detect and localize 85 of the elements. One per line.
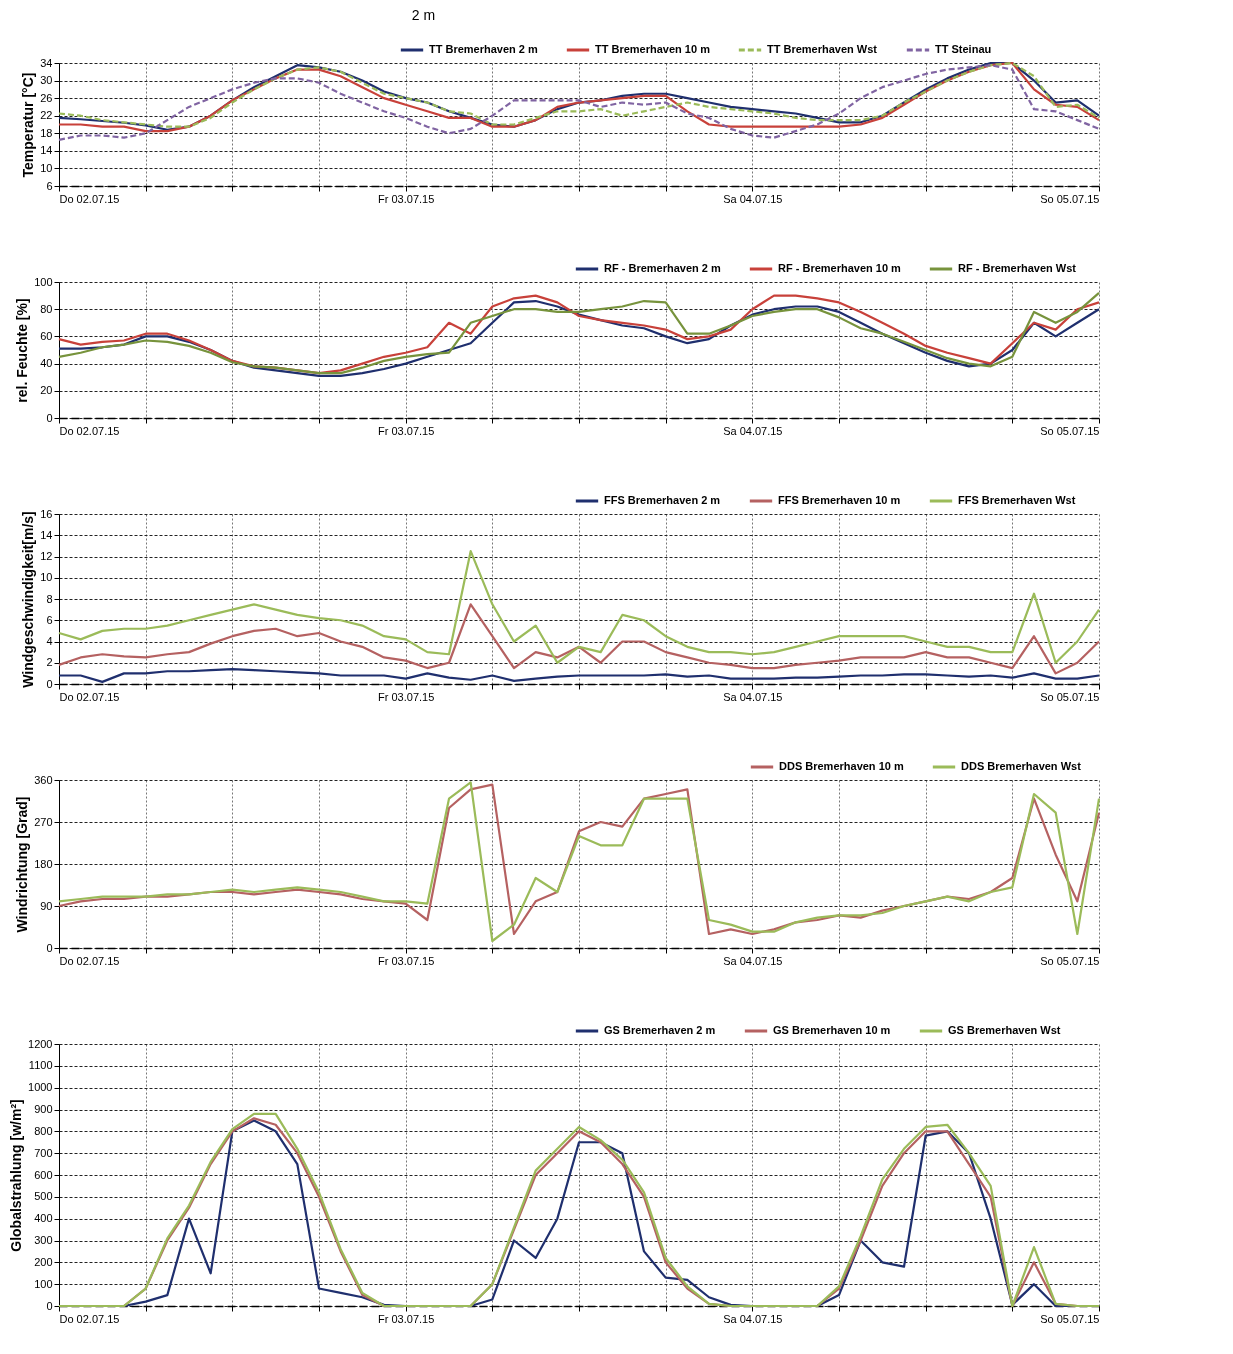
- y-tick-label: 90: [40, 899, 53, 912]
- legend-label: FFS Bremerhaven 10 m: [778, 494, 901, 506]
- x-tick-label: Do 02.07.15: [59, 424, 120, 437]
- x-tick-label: Do 02.07.15: [59, 1312, 120, 1325]
- y-tick-label: 2: [46, 656, 53, 669]
- x-tick-label: So 05.07.15: [1040, 954, 1100, 967]
- x-tick-label: Sa 04.07.15: [723, 954, 783, 967]
- y-tick-label: 200: [34, 1255, 53, 1268]
- y-tick-label: 18: [40, 126, 53, 139]
- y-tick-label: 800: [34, 1124, 53, 1137]
- legend-label: GS Bremerhaven 10 m: [773, 1024, 891, 1036]
- x-tick-label: So 05.07.15: [1040, 424, 1100, 437]
- y-tick-label: 30: [40, 74, 53, 87]
- legend-label: DDS Bremerhaven Wst: [961, 760, 1082, 772]
- y-axis-title: Windgeschwindigkeit[m/s]: [20, 511, 37, 688]
- x-tick-label: Fr 03.07.15: [378, 192, 435, 205]
- legend-label: RF - Bremerhaven Wst: [958, 262, 1077, 274]
- x-tick-label: Sa 04.07.15: [723, 690, 783, 703]
- legend-label: RF - Bremerhaven 2 m: [604, 262, 721, 274]
- x-tick-label: Fr 03.07.15: [378, 424, 435, 437]
- y-tick-label: 180: [34, 857, 53, 870]
- x-tick-label: So 05.07.15: [1040, 192, 1100, 205]
- x-tick-label: Sa 04.07.15: [723, 424, 783, 437]
- y-tick-label: 1200: [28, 1037, 53, 1050]
- y-tick-label: 100: [34, 275, 53, 288]
- line-series: [57, 550, 1101, 664]
- y-tick-label: 12: [40, 550, 53, 562]
- y-tick-label: 700: [34, 1146, 53, 1159]
- y-tick-label: 10: [40, 571, 53, 584]
- y-tick-label: 0: [46, 941, 53, 954]
- y-tick-label: 60: [40, 329, 53, 342]
- x-tick-label: Fr 03.07.15: [378, 954, 435, 967]
- legend-label: TT Bremerhaven 10 m: [595, 43, 711, 55]
- y-tick-label: 10: [40, 161, 53, 174]
- y-tick-label: 14: [40, 528, 53, 541]
- x-tick-label: Sa 04.07.15: [723, 1312, 783, 1325]
- legend-label: TT Steinau: [935, 43, 992, 55]
- y-tick-label: 0: [46, 1299, 53, 1312]
- chart-title: 2 m: [411, 7, 436, 23]
- y-axis-title: Globalstrahlung [w/m²]: [8, 1099, 25, 1252]
- y-tick-label: 8: [46, 592, 53, 605]
- y-tick-label: 20: [40, 384, 53, 397]
- x-tick-label: Do 02.07.15: [59, 954, 120, 967]
- y-tick-label: 6: [46, 613, 53, 626]
- legend-label: TT Bremerhaven Wst: [767, 43, 878, 55]
- legend-label: TT Bremerhaven 2 m: [429, 43, 539, 55]
- y-tick-label: 4: [46, 635, 53, 647]
- legend-label: GS Bremerhaven 2 m: [604, 1024, 716, 1036]
- x-tick-label: Sa 04.07.15: [723, 192, 783, 205]
- legend-label: DDS Bremerhaven 10 m: [779, 760, 904, 772]
- y-tick-label: 1100: [28, 1059, 53, 1072]
- x-tick-label: Fr 03.07.15: [378, 1312, 435, 1325]
- y-tick-label: 22: [40, 109, 53, 122]
- x-tick-label: Do 02.07.15: [59, 192, 120, 205]
- y-tick-label: 6: [46, 179, 53, 192]
- y-tick-label: 0: [46, 411, 53, 424]
- y-tick-label: 500: [34, 1190, 53, 1203]
- legend-label: FFS Bremerhaven Wst: [958, 494, 1076, 506]
- x-tick-label: Fr 03.07.15: [378, 690, 435, 703]
- y-tick-label: 16: [40, 507, 53, 520]
- y-tick-label: 400: [34, 1212, 53, 1225]
- y-tick-label: 40: [40, 357, 53, 370]
- x-tick-label: So 05.07.15: [1040, 690, 1100, 703]
- line-series: [57, 603, 1101, 675]
- y-axis-title: Temperatur [°C]: [20, 72, 37, 178]
- y-tick-label: 270: [34, 815, 53, 828]
- line-series: [57, 668, 1101, 683]
- x-tick-label: Do 02.07.15: [59, 690, 120, 703]
- legend-label: GS Bremerhaven Wst: [948, 1024, 1061, 1036]
- y-tick-label: 0: [46, 677, 53, 690]
- y-tick-label: 360: [34, 773, 53, 786]
- y-tick-label: 26: [40, 91, 53, 104]
- y-tick-label: 600: [34, 1168, 53, 1181]
- y-tick-label: 34: [40, 56, 53, 69]
- y-tick-label: 100: [34, 1277, 53, 1290]
- y-tick-label: 900: [34, 1103, 53, 1115]
- x-tick-label: So 05.07.15: [1040, 1312, 1100, 1325]
- legend-label: RF - Bremerhaven 10 m: [778, 262, 902, 274]
- y-tick-label: 1000: [28, 1081, 53, 1094]
- y-tick-label: 300: [34, 1234, 53, 1246]
- y-axis-title: rel. Feuchte [%]: [14, 298, 31, 403]
- y-tick-label: 80: [40, 302, 53, 315]
- y-tick-label: 14: [40, 144, 53, 157]
- y-axis-title: Windrichtung [Grad]: [14, 796, 31, 933]
- legend-label: FFS Bremerhaven 2 m: [604, 494, 721, 506]
